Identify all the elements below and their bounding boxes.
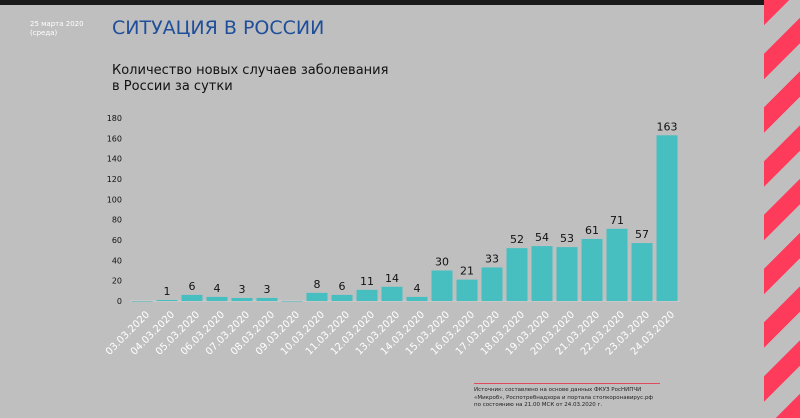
source-line: по состоянию на 21.00 МСК от 24.03.2020 …	[474, 402, 603, 408]
page-title: СИТУАЦИЯ В РОССИИ	[112, 17, 325, 39]
data-label: 54	[535, 231, 549, 244]
chart-title: Количество новых случаев заболевания в Ро…	[112, 63, 388, 95]
bar	[631, 243, 653, 301]
data-label: 33	[485, 252, 499, 265]
bar	[481, 267, 503, 301]
slide-date: 25 марта 2020 (среда)	[30, 20, 84, 38]
data-label: 3	[239, 283, 246, 296]
bar	[531, 246, 553, 301]
y-tick-label: 160	[107, 134, 122, 143]
bar	[281, 301, 303, 302]
y-tick-label: 140	[107, 155, 122, 164]
data-label: 21	[460, 265, 474, 278]
bar	[331, 294, 353, 301]
bar	[306, 292, 328, 301]
data-label: 4	[214, 282, 221, 295]
date-text: 25 марта 2020	[30, 20, 84, 28]
chart-title-line2: в России за сутки	[112, 79, 233, 94]
y-tick-label: 0	[117, 297, 122, 306]
source-line: «Микроб», Роспотребнадзора и портала сто…	[474, 394, 654, 401]
data-label: 163	[657, 120, 678, 133]
y-tick-label: 40	[112, 256, 122, 265]
y-tick-label: 100	[107, 195, 122, 204]
data-label: 11	[360, 275, 374, 288]
bar	[206, 296, 228, 301]
data-label: 53	[560, 232, 574, 245]
bar	[406, 296, 428, 301]
decorative-stripes	[764, 0, 800, 418]
top-bar	[0, 0, 800, 5]
bar	[156, 299, 178, 301]
bar	[181, 294, 203, 301]
bar	[356, 289, 378, 301]
bar	[506, 248, 528, 301]
chart-title-line1: Количество новых случаев заболевания	[112, 63, 389, 78]
bar	[431, 270, 453, 301]
bar	[556, 247, 578, 301]
data-label: 3	[264, 283, 271, 296]
source-line: Источник: составлено на основе данных ФК…	[474, 387, 642, 393]
bar	[131, 301, 153, 302]
y-tick-label: 80	[112, 216, 122, 225]
bar	[606, 228, 628, 301]
bar	[581, 238, 603, 301]
data-label: 6	[189, 280, 196, 293]
data-label: 1	[164, 285, 171, 298]
data-label: 6	[339, 280, 346, 293]
y-tick-label: 60	[112, 236, 122, 245]
bar	[381, 286, 403, 301]
data-label: 30	[435, 256, 449, 269]
data-label: 4	[414, 282, 421, 295]
bar	[456, 279, 478, 301]
bar	[231, 297, 253, 301]
y-tick-label: 180	[107, 114, 122, 123]
data-label: 8	[314, 278, 321, 291]
y-tick-label: 120	[107, 175, 122, 184]
bar	[256, 297, 278, 301]
source-note: Источник: составлено на основе данных ФК…	[474, 383, 660, 410]
data-label: 71	[610, 214, 624, 227]
data-label: 57	[635, 228, 649, 241]
y-tick-label: 20	[112, 277, 122, 286]
data-label: 61	[585, 224, 599, 237]
data-label: 52	[510, 233, 524, 246]
data-label: 14	[385, 272, 399, 285]
weekday-text: (среда)	[30, 29, 58, 37]
bar	[656, 135, 678, 301]
